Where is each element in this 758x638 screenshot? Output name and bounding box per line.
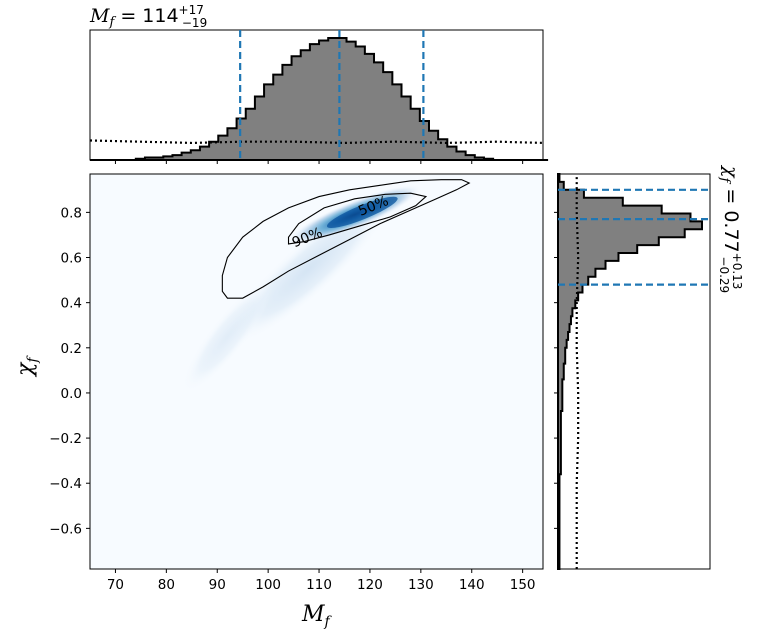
y-axis-label: χf — [13, 355, 41, 378]
mf-histogram-ticks — [114, 160, 524, 164]
x-tick-label-7: 140 — [459, 577, 485, 593]
contour-50 — [287, 192, 428, 245]
chi-histogram-bars — [557, 173, 703, 570]
x-axis-label-subscript: f — [324, 614, 333, 630]
y-tick-label-5: 0.4 — [61, 296, 82, 312]
chi-quantile-lines — [558, 188, 710, 286]
mf-axis-ticks: 70 80 90 100 110 120 130 140 150 — [107, 569, 536, 593]
chi-title-upper: +0.13 — [730, 253, 744, 290]
x-tick-label-0: 70 — [107, 577, 124, 593]
x-tick-label-8: 150 — [510, 577, 536, 593]
y-tick-label-7: 0.8 — [61, 205, 82, 221]
chi-title-symbol: χ — [720, 164, 742, 179]
x-tick-label-1: 80 — [158, 577, 175, 593]
density-tail — [182, 280, 273, 393]
x-axis-label: Mf — [301, 602, 333, 630]
x-tick-label-4: 110 — [306, 577, 332, 593]
x-tick-label-2: 90 — [209, 577, 226, 593]
mf-histogram — [90, 37, 549, 161]
mf-title-subscript: f — [108, 15, 116, 30]
chi-title: χf = 0.77+0.13−0.29 — [717, 164, 744, 293]
mf-title-upper: +17 — [179, 3, 204, 17]
chi-histogram — [557, 173, 703, 570]
joint-density-frame — [89, 173, 544, 570]
chi-axis-ticks: −0.6 −0.4 −0.2 0.0 0.2 0.4 0.6 0.8 — [49, 205, 90, 537]
mf-histogram-panel — [89, 29, 549, 164]
mf-title-symbol: M — [89, 5, 110, 27]
y-tick-label-4: 0.2 — [61, 341, 82, 357]
y-axis-label-subscript: f — [25, 355, 41, 364]
y-tick-label-6: 0.6 — [61, 251, 82, 267]
mf-title-lower: −19 — [182, 16, 207, 30]
y-axis-label-symbol: χ — [13, 361, 38, 378]
y-tick-label-0: −0.6 — [49, 521, 82, 537]
chi-histogram-ticks — [554, 211, 558, 529]
mf-title: Mf = 114+17 −19 — [89, 3, 207, 30]
mf-prior-curve — [89, 139, 544, 145]
x-tick-label-3: 100 — [255, 577, 281, 593]
chi-title-lower: −0.29 — [717, 256, 731, 293]
y-tick-label-2: −0.2 — [49, 431, 82, 447]
x-tick-label-5: 120 — [357, 577, 383, 593]
chi-title-subscript: f — [717, 177, 732, 185]
joint-density-map — [182, 184, 422, 393]
mf-prior-line — [89, 139, 544, 145]
chi-title-median: = 0.77 — [720, 182, 742, 252]
mf-histogram-bars — [90, 37, 549, 161]
x-tick-label-6: 130 — [408, 577, 434, 593]
density-peak — [326, 196, 398, 229]
mf-title-median: = 114 — [114, 5, 178, 27]
y-tick-label-1: −0.4 — [49, 476, 82, 492]
chi-histogram-panel — [554, 173, 711, 570]
joint-density-panel: 50%90% 70 80 90 100 110 120 130 140 150 −0.6−0.4… — [49, 173, 544, 593]
x-axis-label-symbol: M — [301, 602, 325, 627]
y-tick-label-3: 0.0 — [61, 386, 82, 402]
contour-90 — [221, 179, 471, 299]
